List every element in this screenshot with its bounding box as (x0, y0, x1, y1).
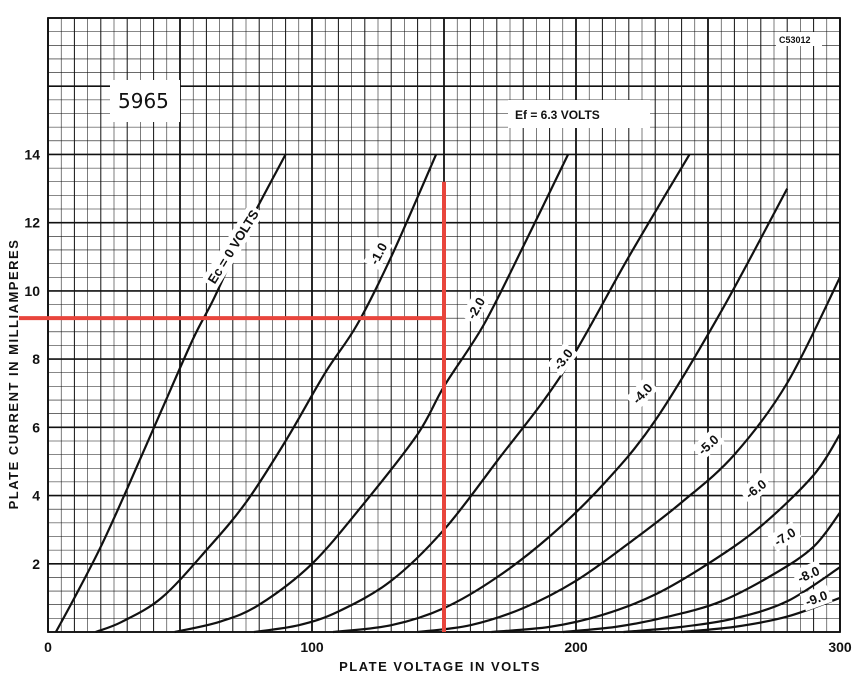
tube-type-box: 5965 (110, 80, 180, 122)
x-tick-label: 200 (564, 639, 588, 655)
curve-label-bg (691, 428, 725, 461)
annotation-lines (18, 181, 446, 632)
curve-label-bg (363, 236, 393, 271)
y-axis-title: PLATE CURRENT IN MILLIAMPERES (6, 239, 21, 510)
x-tick-label: 300 (828, 639, 852, 655)
curve-series-1 (95, 153, 438, 634)
curve-series-6 (491, 433, 841, 634)
curve-label-bg (738, 472, 773, 505)
curve-label-bg (546, 342, 579, 376)
curve-label-bg (799, 584, 833, 612)
curve-series-5 (417, 276, 841, 634)
curve-label-bg (460, 291, 491, 325)
y-tick-label: 12 (24, 215, 40, 231)
y-tick-label: 14 (24, 146, 40, 162)
x-axis-title: PLATE VOLTAGE IN VOLTS (339, 659, 541, 674)
heater-note-bg (508, 100, 650, 128)
heater-note-box: Ef = 6.3 VOLTS (508, 100, 650, 128)
curve-label-group: -8.0 (791, 560, 825, 588)
curve-label-group: -1.0 (363, 236, 393, 271)
drawing-code-bg (776, 32, 822, 46)
heater-note: Ef = 6.3 VOLTS (515, 108, 600, 122)
curve-label-bg (201, 203, 265, 290)
x-tick-label: 0 (44, 639, 52, 655)
y-tick-label: 6 (32, 419, 40, 435)
curve-series-7 (562, 511, 841, 634)
curves (54, 153, 841, 634)
y-tick-label: 4 (32, 488, 40, 504)
y-tick-label: 2 (32, 556, 40, 572)
curve-label-bg (791, 560, 825, 588)
drawing-code-box: C53012 (776, 32, 822, 46)
tube-type-label: 5965 (118, 89, 169, 113)
curve-label-bg (767, 521, 802, 552)
tube-type-box-bg (110, 80, 180, 122)
curve-series-3 (253, 153, 691, 634)
curve-label-bg (625, 376, 659, 410)
curve-series-8 (623, 566, 841, 634)
tick-labels: 0 100 200 300 2 4 6 8 10 12 14 (24, 146, 851, 655)
curve-series-2 (174, 153, 570, 634)
y-tick-label: 8 (32, 351, 40, 367)
curve-series-4 (332, 188, 789, 634)
x-tick-label: 100 (300, 639, 324, 655)
y-tick-label: 10 (24, 283, 40, 299)
curve-label: -9.0 (803, 587, 829, 609)
drawing-code: C53012 (779, 35, 811, 45)
curve-label-group: -9.0 (799, 584, 833, 612)
